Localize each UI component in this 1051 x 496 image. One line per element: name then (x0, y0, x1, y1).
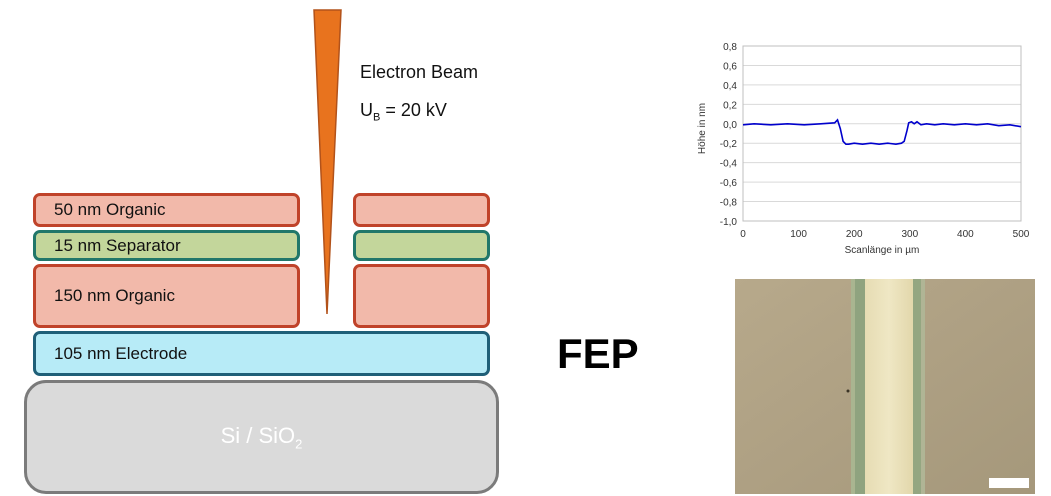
substrate-label: Si / SiO2 (220, 422, 303, 452)
electron-beam-icon (313, 9, 342, 315)
profile-line (742, 118, 1022, 146)
organic-top-layer-right (353, 193, 490, 227)
y-tick-label: -0,8 (720, 198, 738, 209)
x-tick-label: 400 (957, 229, 974, 240)
height-profile-chart: 0,8 0,6 0,4 0,2 0,0 -0,2 -0,4 -0,6 -0,8 -1,00 100 2… (697, 42, 1030, 256)
x-axis-label: Scanlänge in µm (845, 245, 920, 256)
x-tick-label: 500 (1013, 229, 1030, 240)
scale-bar (989, 478, 1029, 488)
y-tick-label: 0,0 (723, 120, 737, 131)
y-tick-label: -1,0 (720, 217, 738, 228)
y-tick-label: -0,4 (720, 159, 738, 170)
beam-voltage: UB = 20 kV (360, 100, 447, 124)
separator-label: 15 nm Separator (54, 235, 181, 255)
fep-label: FEP (557, 330, 639, 377)
y-tick-label: 0,8 (723, 42, 737, 53)
y-axis-label: Höhe in nm (697, 103, 708, 154)
plot-area (742, 45, 1022, 222)
x-tick-label: 300 (901, 229, 918, 240)
y-tick-label: 0,6 (723, 61, 737, 72)
y-tick-label: 0,2 (723, 100, 737, 111)
y-tick-label: -0,6 (720, 178, 738, 189)
separator-layer-left: 15 nm Separator (33, 230, 300, 261)
organic-bottom-layer-right (353, 264, 490, 328)
y-tick-label: -0,2 (720, 139, 738, 150)
organic-top-layer-left: 50 nm Organic (33, 193, 300, 227)
electrode-label: 105 nm Electrode (54, 343, 188, 363)
x-tick-label: 200 (846, 229, 863, 240)
substrate-layer: Si / SiO2 (24, 380, 499, 494)
separator-layer-right (353, 230, 490, 261)
beam-label: Electron Beam (360, 62, 479, 82)
x-tick-label: 100 (790, 229, 807, 240)
x-tick-label: 0 (740, 229, 746, 240)
electrode-layer: 105 nm Electrode (33, 331, 490, 376)
microscope-image (735, 279, 1035, 494)
organic-top-label: 50 nm Organic (54, 200, 166, 219)
organic-bottom-layer-left: 150 nm Organic (33, 264, 300, 328)
y-tick-label: 0,4 (723, 81, 737, 92)
microscope-photo (735, 279, 1035, 494)
organic-bottom-label: 150 nm Organic (54, 286, 175, 305)
